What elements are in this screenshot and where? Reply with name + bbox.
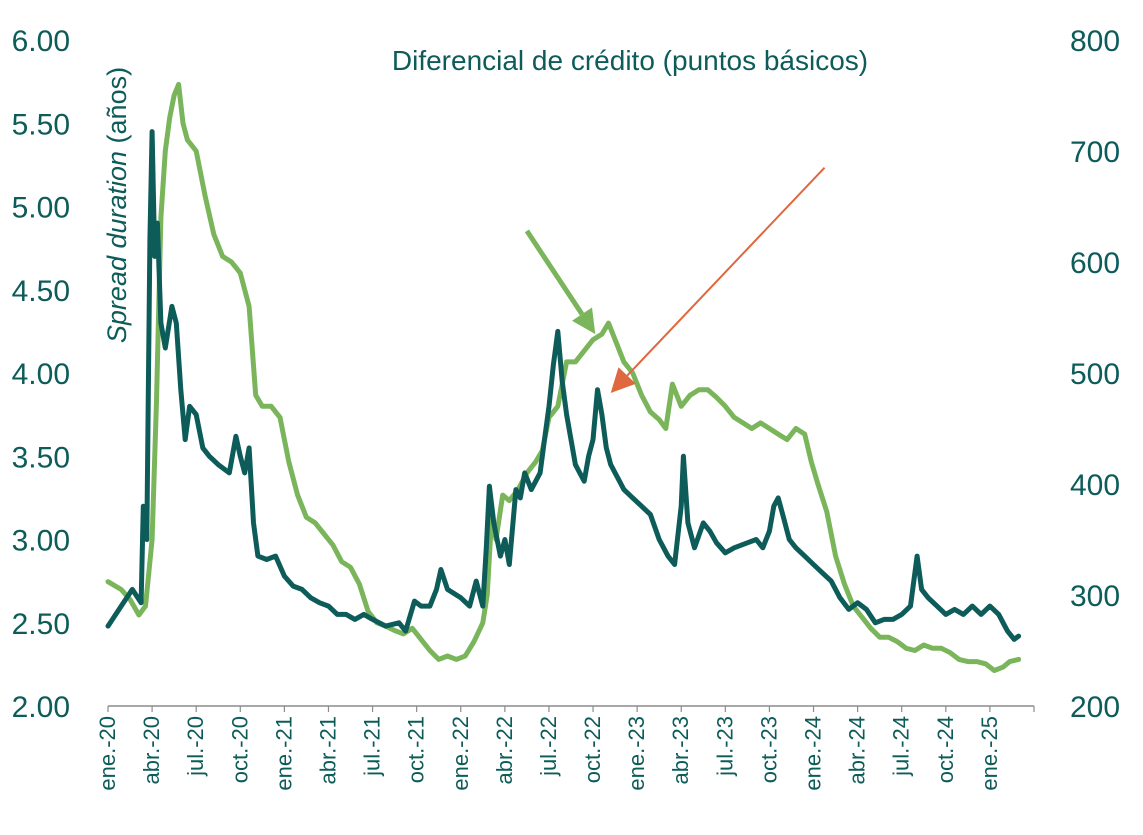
- y-left-tick-label: 3.00: [12, 525, 70, 558]
- x-tick-label: ene.-21: [271, 716, 296, 791]
- x-tick-label: ene.-23: [624, 716, 649, 791]
- y-right-tick-label: 400: [1070, 469, 1120, 502]
- x-tick-label: jul.-20: [183, 716, 208, 777]
- x-tick-label: jul.-21: [360, 716, 385, 777]
- y-left-tick-label: 4.00: [12, 358, 70, 391]
- y-right-tick-label: 800: [1070, 25, 1120, 58]
- annotation-arrow-head-1: [572, 307, 596, 335]
- x-tick-label: jul.-23: [712, 716, 737, 777]
- x-tick-label: ene.-25: [977, 716, 1002, 791]
- x-tick-label: abr.-24: [845, 716, 870, 785]
- y-right-tick-label: 500: [1070, 358, 1120, 391]
- annotation-arrow-head-2: [610, 367, 636, 393]
- x-tick-label: oct.-23: [756, 716, 781, 783]
- x-tick-label: jul.-24: [889, 716, 914, 777]
- x-tick-label: oct.-20: [227, 716, 252, 783]
- y-left-tick-label: 4.50: [12, 275, 70, 308]
- y-axis-right: 200 300 400 500 600 700 800: [1070, 25, 1120, 724]
- chart-title: Diferencial de crédito (puntos básicos): [392, 45, 868, 76]
- x-tick-label: jul.-22: [536, 716, 561, 777]
- y-axis-left-title-rest: (años): [102, 67, 132, 151]
- annotation-arrow-2: [626, 166, 826, 377]
- y-left-tick-label: 5.50: [12, 108, 70, 141]
- chart-marks: [105, 81, 1022, 673]
- x-axis: ene.-20 abr.-20 jul.-20 oct.-20 ene.-21 abr.-…: [95, 705, 1035, 791]
- y-left-tick-label: 3.50: [12, 441, 70, 474]
- x-tick-label: ene.-20: [95, 716, 120, 791]
- x-tick-label: oct.-22: [580, 716, 605, 783]
- y-axis-left-title: Spread duration (años): [102, 67, 132, 343]
- x-tick-label: abr.-23: [668, 716, 693, 785]
- y-left-tick-label: 2.00: [12, 691, 70, 724]
- x-tick-label: abr.-22: [492, 716, 517, 785]
- x-tick-label: ene.-24: [801, 716, 826, 791]
- y-axis-left-title-italic: Spread duration: [102, 151, 132, 343]
- y-right-tick-label: 200: [1070, 691, 1120, 724]
- y-left-tick-label: 2.50: [12, 608, 70, 641]
- x-tick-label: oct.-21: [404, 716, 429, 783]
- x-tick-label: oct.-24: [933, 716, 958, 783]
- annotation-arrow-1: [524, 229, 585, 316]
- x-tick-label: ene.-22: [448, 716, 473, 791]
- y-right-tick-label: 600: [1070, 247, 1120, 280]
- y-axis-left: 2.00 2.50 3.00 3.50 4.00 4.50 5.00 5.50 6.00: [12, 25, 70, 724]
- y-right-tick-label: 700: [1070, 136, 1120, 169]
- x-tick-label: abr.-20: [139, 716, 164, 785]
- y-left-tick-label: 6.00: [12, 25, 70, 58]
- y-right-tick-label: 300: [1070, 580, 1120, 613]
- series-line-1: [105, 129, 1022, 642]
- y-left-tick-label: 5.00: [12, 192, 70, 225]
- x-tick-label: abr.-21: [315, 716, 340, 785]
